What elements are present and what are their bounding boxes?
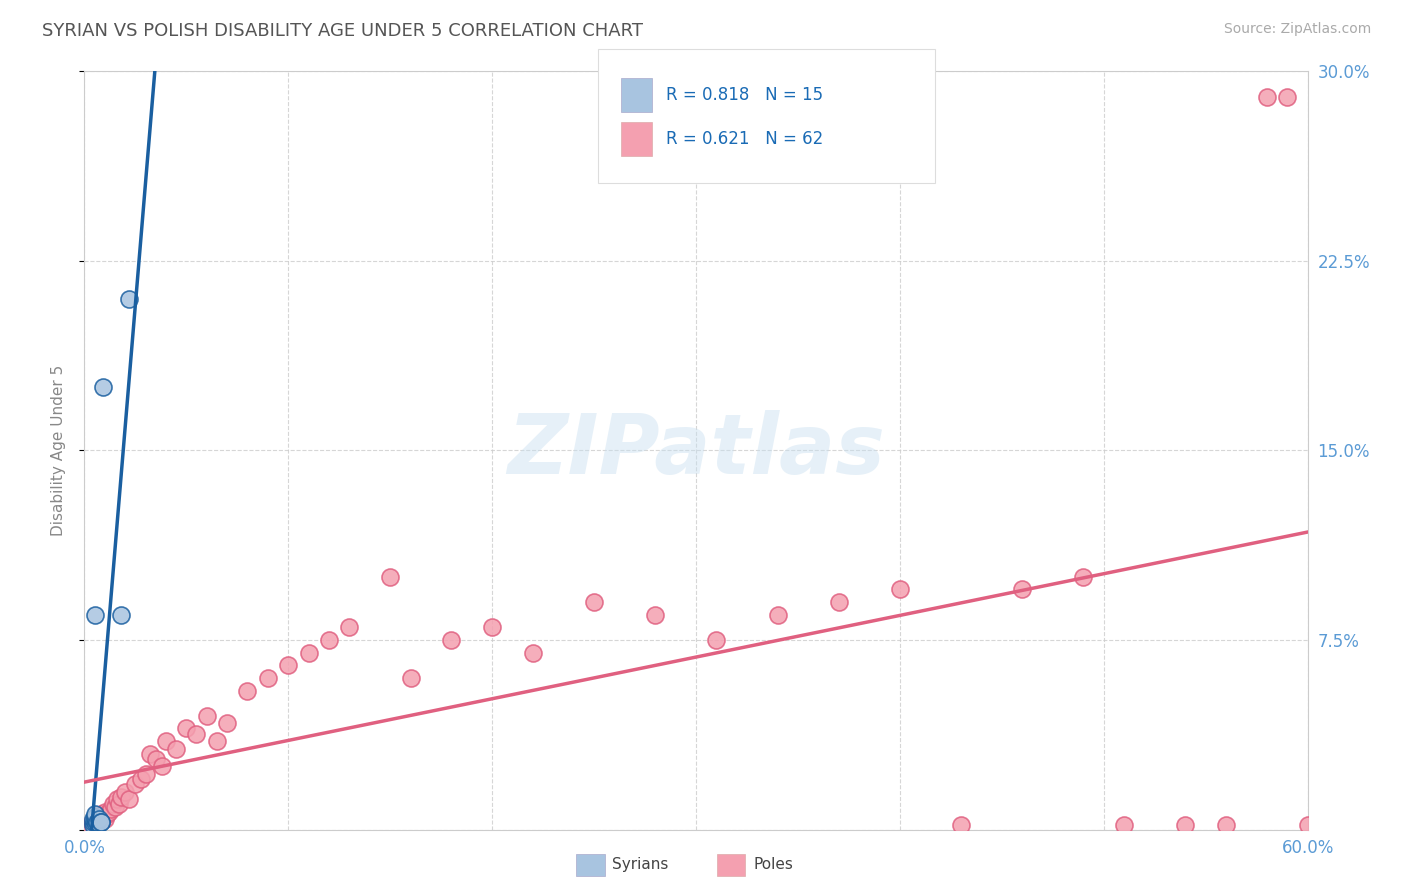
Point	[138, 747, 160, 761]
Point	[105, 792, 128, 806]
Point	[83, 813, 105, 827]
Point	[1215, 817, 1237, 831]
Point	[114, 785, 136, 799]
Point	[277, 658, 299, 673]
Point	[186, 726, 208, 740]
Point	[950, 817, 973, 831]
Point	[91, 810, 114, 824]
Point	[217, 716, 239, 731]
Point	[131, 772, 153, 786]
Text: ZIPatlas: ZIPatlas	[508, 410, 884, 491]
Point	[86, 810, 108, 824]
Point	[522, 646, 544, 660]
Point	[101, 797, 124, 812]
Y-axis label: Disability Age Under 5: Disability Age Under 5	[51, 365, 66, 536]
Text: Poles: Poles	[754, 857, 793, 872]
Point	[236, 683, 259, 698]
Point	[86, 815, 108, 830]
Point	[155, 734, 177, 748]
Text: R = 0.818   N = 15: R = 0.818 N = 15	[666, 86, 824, 103]
Point	[82, 815, 104, 830]
Point	[766, 607, 789, 622]
Point	[118, 792, 141, 806]
Point	[583, 595, 606, 609]
Point	[82, 813, 104, 827]
Point	[79, 817, 101, 831]
Point	[90, 815, 112, 830]
Point	[706, 633, 728, 648]
Point	[100, 802, 122, 816]
Point	[1277, 89, 1299, 103]
Point	[108, 797, 131, 812]
Point	[83, 807, 105, 822]
Point	[150, 759, 173, 773]
Point	[828, 595, 851, 609]
Point	[257, 671, 280, 685]
Point	[91, 380, 114, 394]
Point	[124, 777, 146, 791]
Point	[90, 815, 112, 830]
Point	[83, 815, 105, 830]
Point	[90, 807, 112, 822]
Text: SYRIAN VS POLISH DISABILITY AGE UNDER 5 CORRELATION CHART: SYRIAN VS POLISH DISABILITY AGE UNDER 5 …	[42, 22, 643, 40]
Point	[889, 582, 911, 597]
Point	[195, 708, 218, 723]
Point	[93, 813, 115, 827]
Point	[82, 817, 104, 831]
Point	[440, 633, 463, 648]
Point	[86, 815, 108, 830]
Point	[110, 607, 132, 622]
Point	[96, 807, 118, 822]
Point	[399, 671, 422, 685]
Point	[1296, 817, 1319, 831]
Point	[318, 633, 340, 648]
Point	[83, 607, 105, 622]
Point	[104, 800, 127, 814]
Point	[83, 815, 105, 830]
Point	[97, 805, 120, 819]
Point	[205, 734, 228, 748]
Point	[93, 805, 115, 819]
Point	[1073, 570, 1095, 584]
Point	[145, 752, 167, 766]
Point	[1011, 582, 1033, 597]
Point	[83, 813, 105, 827]
Point	[82, 815, 104, 830]
Point	[90, 813, 112, 827]
Point	[174, 722, 197, 736]
Point	[118, 292, 141, 306]
Point	[481, 620, 503, 634]
Point	[644, 607, 666, 622]
Point	[1256, 89, 1278, 103]
Point	[298, 646, 321, 660]
Point	[1114, 817, 1136, 831]
Point	[82, 817, 104, 831]
Point	[339, 620, 361, 634]
Point	[110, 789, 132, 804]
Text: R = 0.621   N = 62: R = 0.621 N = 62	[666, 130, 824, 148]
Point	[83, 810, 105, 824]
Point	[1174, 817, 1197, 831]
Text: Source: ZipAtlas.com: Source: ZipAtlas.com	[1223, 22, 1371, 37]
Text: Syrians: Syrians	[612, 857, 668, 872]
Point	[165, 741, 187, 756]
Point	[380, 570, 402, 584]
Point	[87, 813, 110, 827]
Point	[87, 813, 110, 827]
Point	[135, 767, 157, 781]
